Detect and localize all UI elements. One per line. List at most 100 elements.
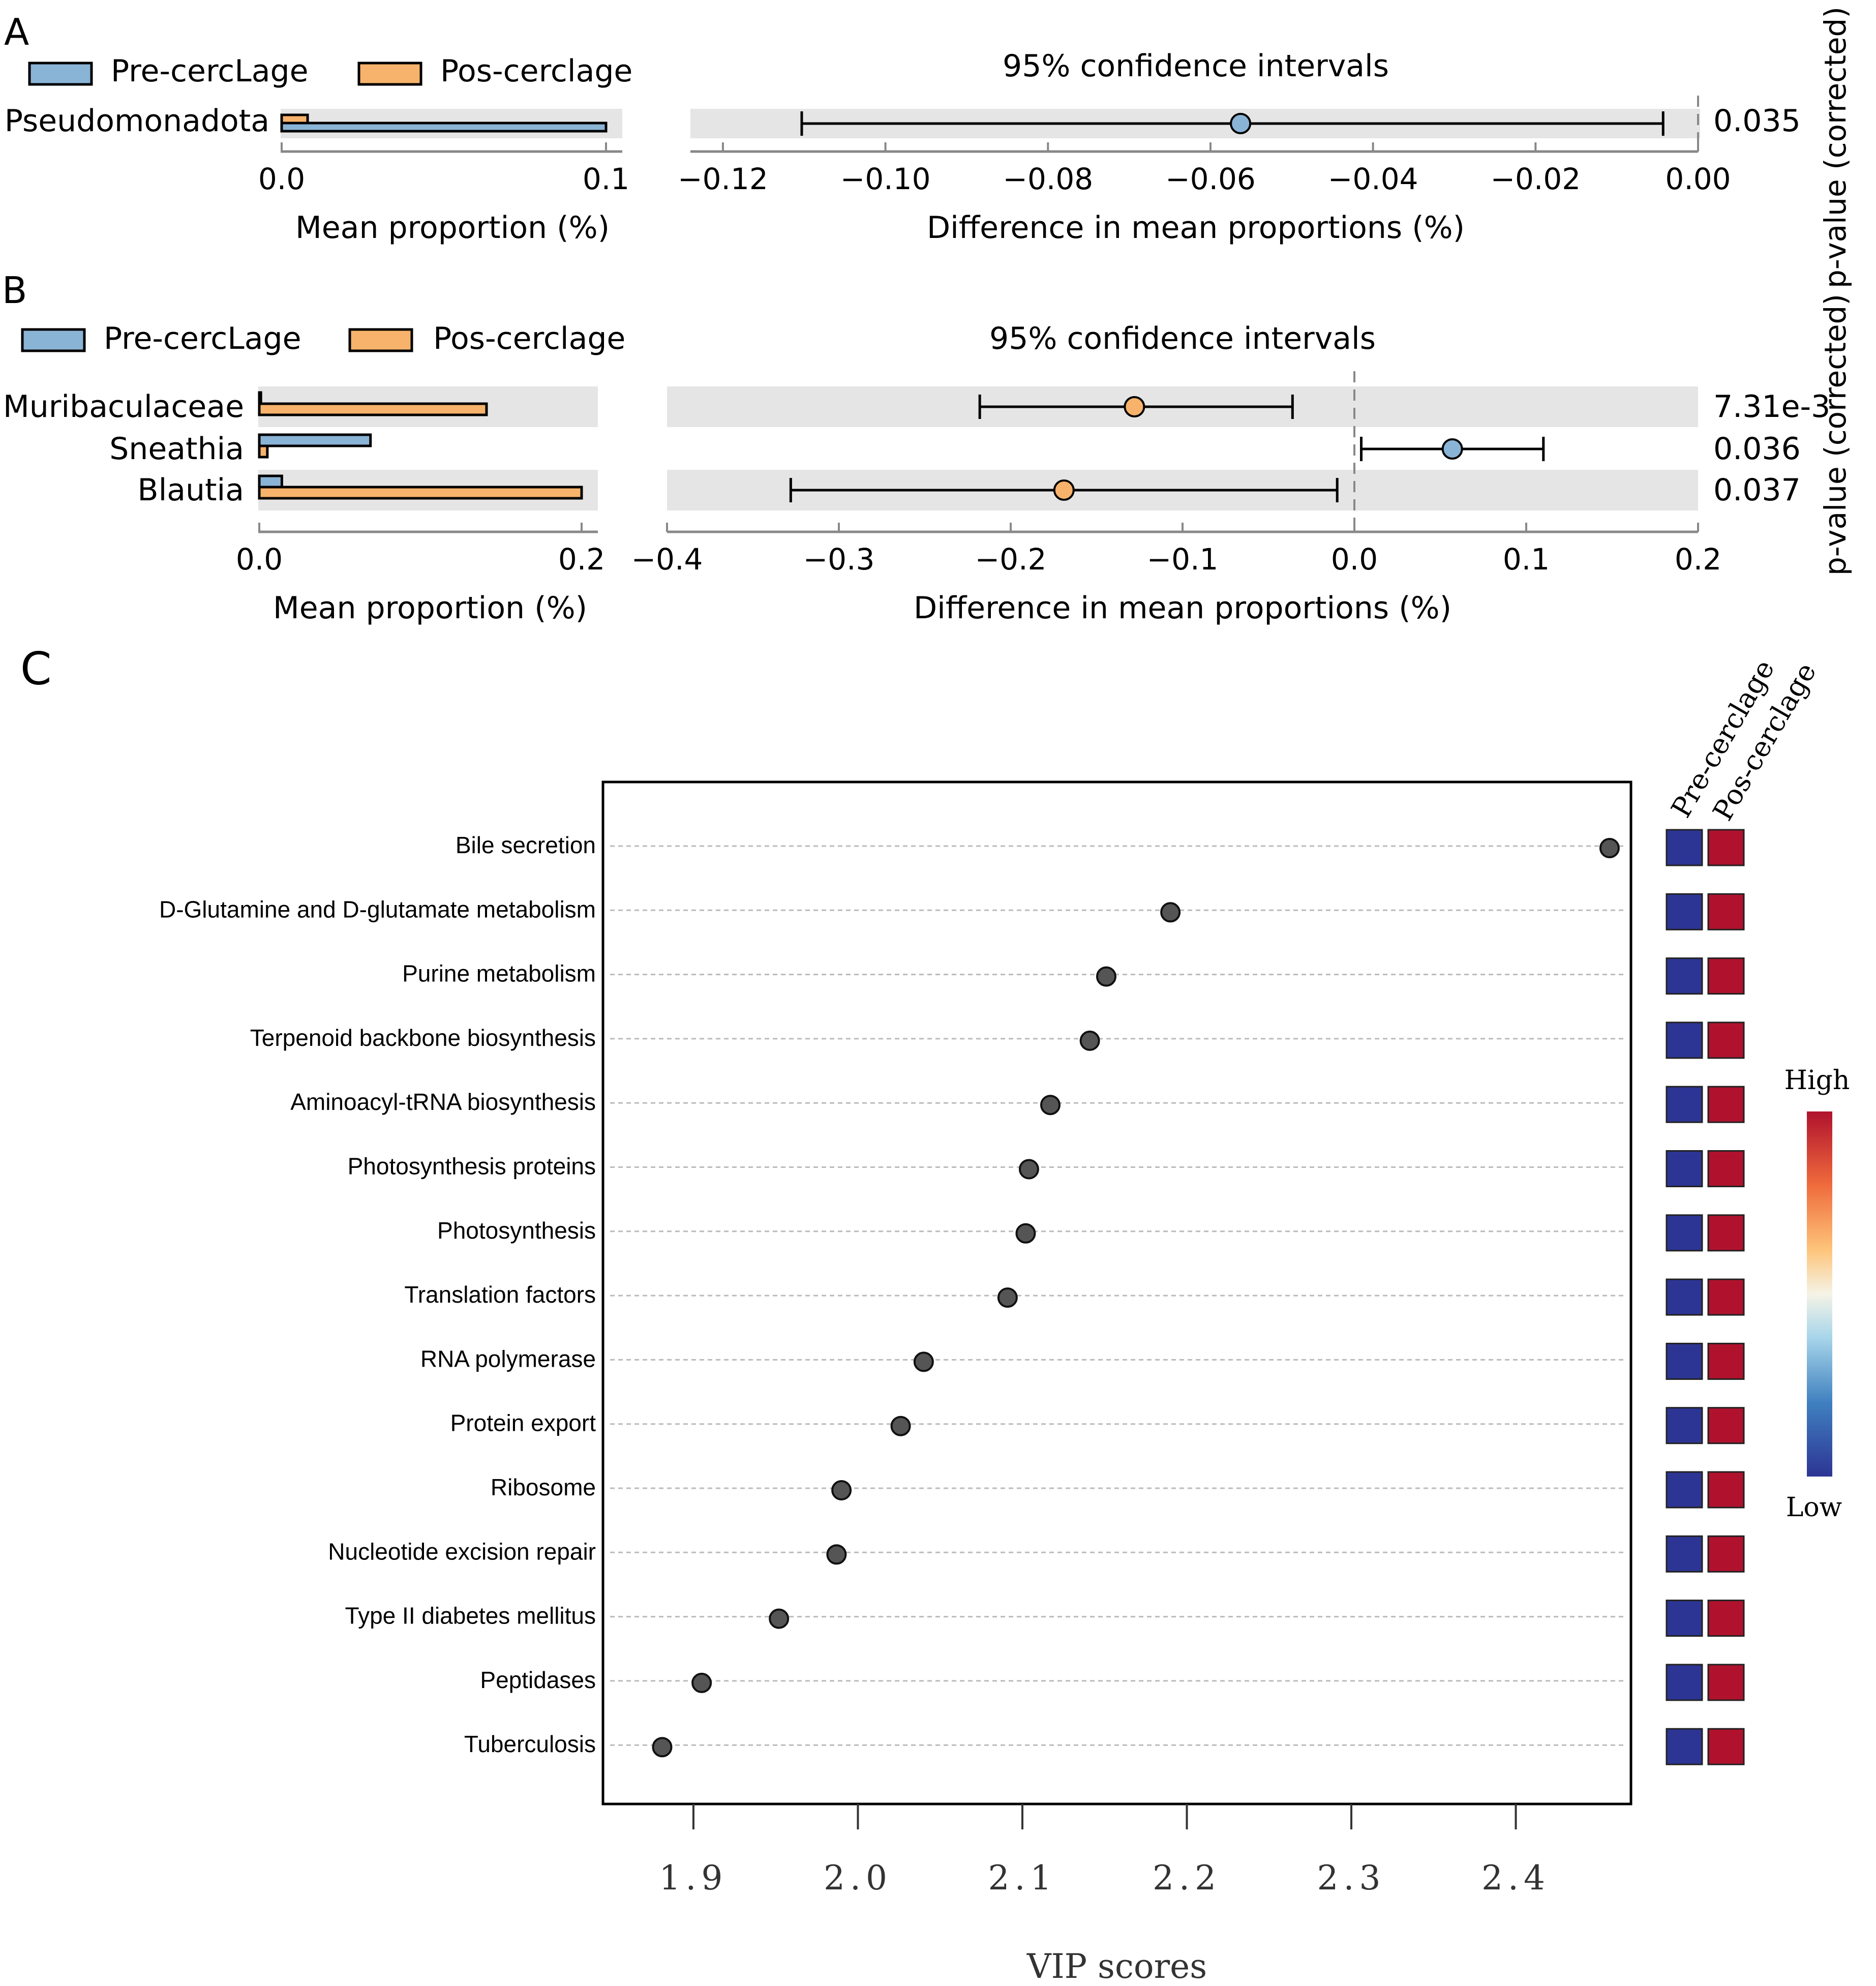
bar-tick-label: 0.0	[258, 162, 305, 196]
scale-high-label: High	[1784, 1065, 1850, 1096]
legend-pre-label: Pre-cercLage	[111, 53, 308, 89]
pathway-label: Translation factors	[404, 1281, 596, 1308]
vip-point	[652, 1737, 673, 1758]
panel-a: A Pre-cercLage Pos-cerclage Pseudomonado…	[4, 7, 1853, 288]
vip-point	[1018, 1159, 1039, 1180]
heat-cell-pre	[1666, 1278, 1703, 1316]
vip-point	[1040, 1095, 1061, 1116]
scale-low-label: Low	[1786, 1492, 1842, 1523]
ci-tick-label: 0.0	[1331, 542, 1378, 577]
ci-tick-label: −0.02	[1490, 162, 1581, 196]
heat-cell-pos	[1707, 1342, 1745, 1380]
legend-pos-label: Pos-cerclage	[433, 321, 625, 356]
vip-x-axis-label: VIP scores	[1026, 1947, 1207, 1986]
vip-tick-label: 2.3	[1317, 1858, 1386, 1898]
pathway-label: Purine metabolism	[402, 960, 596, 987]
p-value: 7.31e-3	[1713, 389, 1830, 425]
bar-pre	[280, 122, 608, 133]
heat-cell-pre	[1666, 1342, 1703, 1380]
vip-point	[1160, 902, 1181, 923]
legend-pos-swatch	[348, 328, 413, 352]
vip-plot-frame	[601, 780, 1632, 1806]
bar-pos	[258, 402, 488, 416]
ci-tick-label: −0.12	[678, 162, 768, 196]
pathway-label: Bile secretion	[456, 832, 596, 858]
heat-cell-pos	[1707, 1278, 1745, 1316]
heat-cell-pre	[1666, 1471, 1703, 1509]
legend-pos-label: Pos-cerclage	[440, 53, 632, 89]
pathway-label: Photosynthesis proteins	[348, 1153, 596, 1180]
pathway-label: Tuberculosis	[464, 1731, 596, 1757]
ci-tick-label: −0.06	[1165, 162, 1256, 196]
bar-tick-label: 0.1	[583, 162, 629, 196]
pathway-label: Protein export	[450, 1410, 596, 1436]
heat-cell-pos	[1707, 1086, 1745, 1123]
ci-tick-label: −0.1	[1147, 542, 1219, 577]
pathway-label: D-Glutamine and D-glutamate metabolism	[159, 896, 596, 922]
category-label: Muribaculaceae	[3, 389, 244, 425]
heat-cell-pre	[1666, 1664, 1703, 1701]
panel-a-letter: A	[4, 11, 29, 53]
heat-cell-pos	[1707, 957, 1745, 995]
category-label: Blautia	[137, 472, 244, 508]
legend-pre-swatch	[28, 62, 93, 86]
heat-cell-pre	[1666, 1214, 1703, 1252]
ci-tick-label: 0.1	[1503, 542, 1550, 577]
heat-cell-pos	[1707, 1471, 1745, 1509]
category-label: Sneathia	[109, 431, 244, 467]
panel-c: C Bile secretion D-Glutamine and D-glutam…	[20, 643, 1850, 1986]
ci-title: 95% confidence intervals	[989, 321, 1376, 356]
heat-cell-pre	[1666, 1728, 1703, 1765]
heat-cell-pos	[1707, 829, 1745, 866]
vip-x-axis: 1.9 2.0 2.1 2.2 2.3 2.4	[659, 1804, 1550, 1898]
ci-tick-label: −0.10	[840, 162, 931, 196]
p-value: 0.037	[1713, 472, 1801, 508]
vip-point	[1015, 1223, 1036, 1244]
ci-x-axis-label: Difference in mean proportions (%)	[914, 590, 1451, 626]
vip-point	[826, 1544, 847, 1565]
heat-cell-pre	[1666, 893, 1703, 930]
vip-tick-label: 1.9	[659, 1858, 728, 1898]
bar-pre	[258, 433, 372, 447]
pathway-label: RNA polymerase	[420, 1345, 596, 1372]
pathway-label: Aminoacyl-tRNA biosynthesis	[290, 1089, 596, 1115]
ci-x-axis: −0.12 −0.10 −0.08 −0.06 −0.04 −0.02 0.00	[678, 142, 1731, 196]
heat-cell-pos	[1707, 1728, 1745, 1765]
vip-point	[1079, 1030, 1100, 1051]
bar-pre	[258, 391, 262, 405]
vip-point	[769, 1608, 790, 1629]
heat-cell-pos	[1707, 1150, 1745, 1187]
category-label: Pseudomonadota	[5, 103, 269, 139]
vip-point	[691, 1672, 712, 1693]
heat-cell-pos	[1707, 893, 1745, 930]
vip-tick-label: 2.4	[1481, 1858, 1550, 1898]
pathway-label: Photosynthesis	[437, 1217, 596, 1244]
bar-tick-label: 0.2	[558, 542, 605, 577]
ci-tick-label: −0.3	[803, 542, 875, 577]
vip-point	[1096, 966, 1116, 987]
ci-point	[1124, 396, 1145, 417]
ci-tick-label: 0.00	[1665, 162, 1731, 196]
vip-point	[890, 1416, 911, 1436]
pathway-label: Ribosome	[491, 1474, 596, 1500]
heat-cell-pos	[1707, 1214, 1745, 1252]
vip-point	[831, 1480, 852, 1500]
heat-cell-pre	[1666, 957, 1703, 995]
ci-tick-label: 0.2	[1675, 542, 1721, 577]
vip-tick-label: 2.2	[1153, 1858, 1221, 1898]
bar-pre	[258, 474, 283, 489]
vip-point	[1599, 838, 1620, 858]
ci-x-axis: −0.4 −0.3 −0.2 −0.1 0.0 0.1 0.2	[631, 523, 1721, 577]
ci-title: 95% confidence intervals	[1003, 48, 1389, 84]
ci-tick-label: −0.4	[631, 542, 703, 577]
pathway-label: Terpenoid backbone biosynthesis	[250, 1025, 596, 1051]
heat-cell-pos	[1707, 1021, 1745, 1059]
panel-b: B Pre-cercLage Pos-cerclage Muribaculace…	[2, 269, 1853, 626]
legend-pos-swatch	[357, 62, 422, 86]
vip-point	[997, 1287, 1018, 1308]
pathway-label: Nucleotide excision repair	[328, 1538, 596, 1564]
bar-x-axis-label: Mean proportion (%)	[273, 590, 587, 626]
vip-point	[913, 1351, 934, 1372]
p-value-axis-label: p-value (corrected)	[1818, 7, 1853, 288]
